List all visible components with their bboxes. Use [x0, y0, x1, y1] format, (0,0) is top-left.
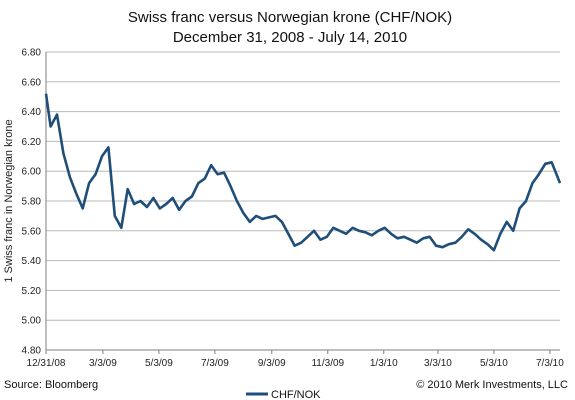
- y-tick-label: 5.40: [22, 256, 42, 267]
- copyright-note: © 2010 Merk Investments, LLC: [416, 379, 568, 391]
- y-tick-label: 6.20: [22, 137, 42, 148]
- x-tick-label: 12/31/08: [27, 358, 66, 369]
- y-tick-label: 6.80: [22, 48, 42, 59]
- x-tick-label: 3/3/09: [89, 358, 117, 369]
- x-axis-ticks: 12/31/08 3/3/09 5/3/09 7/3/09 9/3/09 11/3/09 1…: [27, 350, 564, 369]
- y-tick-label: 6.40: [22, 107, 42, 118]
- y-tick-label: 5.20: [22, 286, 42, 297]
- y-tick-label: 5.00: [22, 316, 42, 327]
- legend: CHF/NOK: [246, 389, 321, 400]
- chart-title: Swiss franc versus Norwegian krone (CHF/…: [128, 9, 452, 26]
- source-note: Source: Bloomberg: [4, 379, 98, 391]
- x-tick-label: 7/3/09: [201, 358, 229, 369]
- y-tick-label: 6.00: [22, 167, 42, 178]
- y-tick-label: 4.80: [22, 346, 42, 357]
- y-tick-label: 5.80: [22, 197, 42, 208]
- x-tick-label: 11/3/09: [311, 358, 344, 369]
- x-tick-label: 5/3/09: [145, 358, 173, 369]
- y-tick-label: 5.60: [22, 226, 42, 237]
- x-tick-label: 5/3/10: [480, 358, 508, 369]
- y-tick-label: 6.60: [22, 77, 42, 88]
- x-tick-label: 1/3/10: [370, 358, 398, 369]
- x-tick-label: 3/3/10: [424, 358, 452, 369]
- x-tick-label: 7/3/10: [536, 358, 564, 369]
- series-layer: [44, 93, 562, 252]
- series-line-chf-nok: [44, 93, 562, 252]
- chart-subtitle: December 31, 2008 - July 14, 2010: [173, 29, 407, 46]
- x-tick-label: 9/3/09: [258, 358, 286, 369]
- legend-label: CHF/NOK: [271, 389, 321, 400]
- y-axis-ticks: 4.80 5.00 5.20 5.40 5.60 5.80 6.00 6.20 6.40 6.60…: [22, 48, 42, 357]
- gridlines: [46, 51, 560, 321]
- y-axis-label: 1 Swiss franc in Norwegian krone: [3, 119, 15, 282]
